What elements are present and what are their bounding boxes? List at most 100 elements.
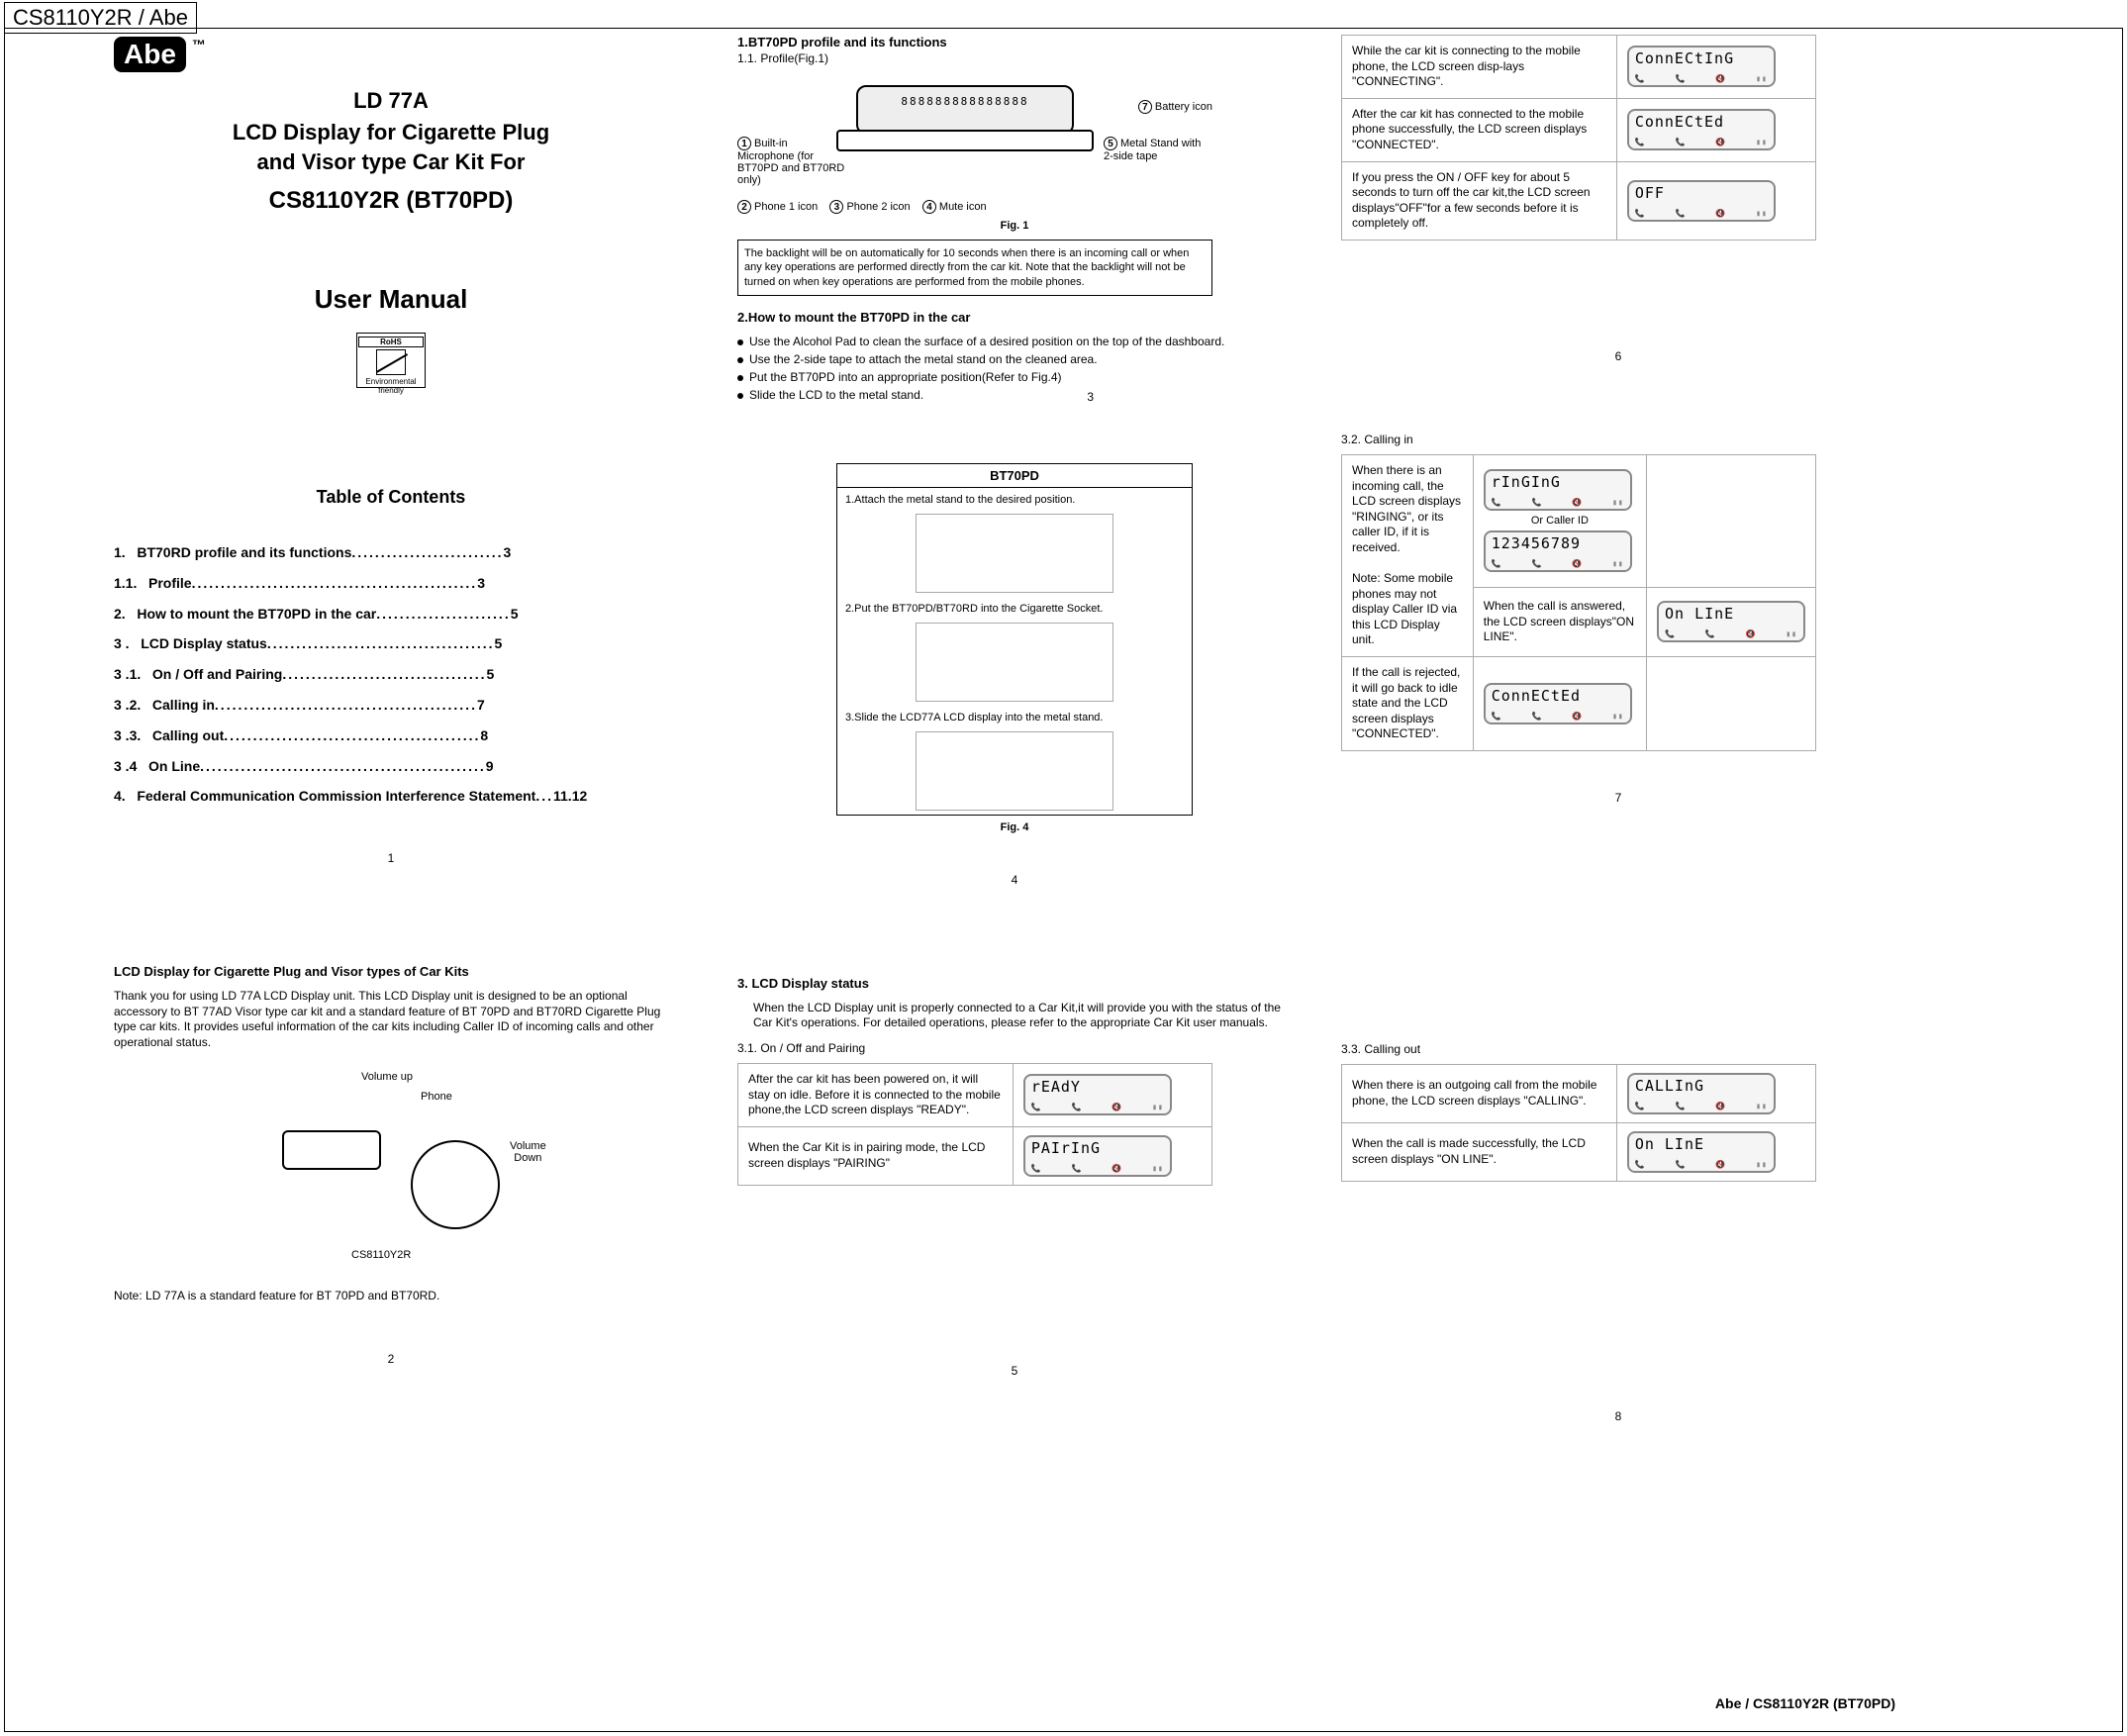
status-lcd: rEAdY📞📞🔇▮▮ (1013, 1064, 1211, 1127)
status-lcd: ConnECtInG📞📞🔇▮▮ (1616, 36, 1815, 99)
lcd-mini: ConnECtInG📞📞🔇▮▮ (1627, 46, 1776, 87)
toc-item: 3 .3. Calling out.......................… (114, 721, 668, 751)
sec3-intro: When the LCD Display unit is properly co… (753, 1001, 1292, 1031)
page-number-8: 8 (1341, 1409, 1895, 1423)
title-model: CS8110Y2R (BT70PD) (114, 187, 668, 215)
backlight-note: The backlight will be on automatically f… (737, 240, 1212, 296)
status-lcd: OFF📞📞🔇▮▮ (1616, 161, 1815, 240)
lcd-mini: OFF📞📞🔇▮▮ (1627, 180, 1776, 222)
toc-item: 1. BT70RD profile and its functions.....… (114, 537, 668, 568)
lcd-mini: ConnECtEd📞📞🔇▮▮ (1627, 109, 1776, 150)
diagram-lcd (282, 1130, 381, 1170)
title-line1: LD 77A (114, 88, 668, 114)
table-row: When the call is made successfully, the … (1342, 1123, 1816, 1182)
status-text: When there is an outgoing call from the … (1342, 1065, 1617, 1123)
toc-item: 3 .4 On Line............................… (114, 751, 668, 782)
label-volume-down: Volume Down (510, 1140, 546, 1164)
lcd-mini: CALLInG📞📞🔇▮▮ (1627, 1073, 1776, 1114)
mount-b4: Slide the LCD to the metal stand. (749, 388, 923, 402)
callout-phone1: Phone 1 icon (754, 201, 818, 213)
fig4-img1 (916, 514, 1113, 593)
lcd-mini: PAIrInG📞📞🔇▮▮ (1023, 1135, 1172, 1177)
callout-stand: 5Metal Stand with 2-side tape (1104, 137, 1212, 162)
rohs-badge: RoHS Environmental friendly (356, 333, 426, 388)
column-2: 1.BT70PD profile and its functions 1.1. … (737, 29, 1292, 1731)
toc-item: 3 .1. On / Off and Pairing..............… (114, 659, 668, 690)
sec1-sub: 1.1. Profile(Fig.1) (737, 51, 1292, 65)
table-row: When there is an outgoing call from the … (1342, 1065, 1816, 1123)
user-manual-heading: User Manual (114, 284, 668, 315)
fig4-title: BT70PD (837, 464, 1192, 488)
sec3-heading: 3. LCD Display status (737, 976, 1292, 991)
toc-heading: Table of Contents (114, 487, 668, 508)
status-text: After the car kit has been powered on, i… (738, 1064, 1014, 1127)
page-number-4: 4 (737, 873, 1292, 887)
callout-stand-text: Metal Stand with 2-side tape (1104, 138, 1201, 162)
table-31: After the car kit has been powered on, i… (737, 1063, 1212, 1186)
title-line2: LCD Display for Cigarette Plug (114, 120, 668, 145)
page-number-7: 7 (1341, 791, 1895, 805)
fig4-s2: 2.Put the BT70PD/BT70RD into the Cigaret… (837, 597, 1192, 619)
table-32: When there is an incoming call, the LCD … (1341, 454, 1816, 751)
lcd-mini: rInGInG📞📞🔇▮▮ (1484, 469, 1632, 511)
table-33: When there is an outgoing call from the … (1341, 1064, 1816, 1182)
table-row: After the car kit has connected to the m… (1342, 98, 1816, 161)
rohs-env2: friendly (357, 386, 425, 395)
table-row: When there is an incoming call, the LCD … (1342, 454, 1816, 587)
callout-mute: Mute icon (939, 201, 987, 213)
label-model: CS8110Y2R (351, 1249, 411, 1261)
intro-para: Thank you for using LD 77A LCD Display u… (114, 989, 668, 1050)
document-frame: Abe™ LD 77A LCD Display for Cigarette Pl… (4, 28, 2123, 1732)
title-line3: and Visor type Car Kit For (114, 149, 668, 175)
fig4-img2 (916, 623, 1113, 702)
table-row: While the car kit is connecting to the m… (1342, 36, 1816, 99)
toc-item: 2. How to mount the BT70PD in the car...… (114, 599, 668, 629)
status-text: When there is an incoming call, the LCD … (1342, 454, 1474, 656)
mount-b1: Use the Alcohol Pad to clean the surface… (749, 335, 1224, 348)
sec1-heading: 1.BT70PD profile and its functions (737, 35, 1292, 49)
callout-mic-text: Built-in Microphone (for BT70PD and BT70… (737, 138, 844, 186)
page-number-5: 5 (737, 1364, 1292, 1378)
label-phone: Phone (421, 1091, 452, 1103)
mount-b2: Use the 2-side tape to attach the metal … (749, 352, 1098, 366)
profile-stand (836, 130, 1094, 151)
diagram-plug (411, 1140, 500, 1229)
toc-list: 1. BT70RD profile and its functions.....… (114, 537, 668, 812)
table-row: When the Car Kit is in pairing mode, the… (738, 1126, 1212, 1185)
status-text: If you press the ON / OFF key for about … (1342, 161, 1617, 240)
intro-heading: LCD Display for Cigarette Plug and Visor… (114, 964, 668, 979)
status-text: After the car kit has connected to the m… (1342, 98, 1617, 161)
table-row: If you press the ON / OFF key for about … (1342, 161, 1816, 240)
status-lcd: CALLInG📞📞🔇▮▮ (1616, 1065, 1815, 1123)
page-number-6: 6 (1341, 349, 1895, 363)
fig1-caption: Fig. 1 (737, 220, 1292, 232)
sec33-heading: 3.3. Calling out (1341, 1042, 1895, 1056)
status-text: When the call is answered, the LCD scree… (1473, 587, 1646, 656)
lcd-mini: On LInE📞📞🔇▮▮ (1627, 1131, 1776, 1173)
callout-battery-text: Battery icon (1155, 101, 1212, 113)
rohs-bin-icon (376, 349, 406, 375)
status-text: When the call is made successfully, the … (1342, 1123, 1617, 1182)
callout-mic: 1Built-in Microphone (for BT70PD and BT7… (737, 137, 846, 186)
sec32-heading: 3.2. Calling in (1341, 433, 1895, 446)
profile-figure: 888888888888888 7Battery icon 1Built-in … (737, 75, 1212, 194)
rohs-env1: Environmental (357, 377, 425, 386)
lcd-mini: On LInE📞📞🔇▮▮ (1657, 601, 1805, 642)
page-number-2: 2 (114, 1352, 668, 1366)
status-lcd: ConnECtEd📞📞🔇▮▮ (1473, 657, 1646, 751)
column-1: LD 77A LCD Display for Cigarette Plug an… (114, 29, 668, 1731)
intro-note: Note: LD 77A is a standard feature for B… (114, 1289, 668, 1302)
toc-item: 3 . LCD Display status..................… (114, 628, 668, 659)
status-lcd: rInGInG📞📞🔇▮▮Or Caller ID123456789📞📞🔇▮▮ (1473, 454, 1646, 587)
lcd-mini: ConnECtEd📞📞🔇▮▮ (1484, 683, 1632, 724)
status-text: While the car kit is connecting to the m… (1342, 36, 1617, 99)
toc-item: 3 .2. Calling in........................… (114, 690, 668, 721)
title-block: LD 77A LCD Display for Cigarette Plug an… (114, 88, 668, 215)
sec31-heading: 3.1. On / Off and Pairing (737, 1041, 1292, 1055)
status-lcd: ConnECtEd📞📞🔇▮▮ (1616, 98, 1815, 161)
column-3: While the car kit is connecting to the m… (1341, 29, 1895, 1731)
status-lcd: PAIrInG📞📞🔇▮▮ (1013, 1126, 1211, 1185)
fig4-caption: Fig. 4 (737, 821, 1292, 833)
rohs-top: RoHS (358, 337, 424, 347)
kit-diagram: Volume up Phone Volume Down CS8110Y2R (242, 1071, 539, 1269)
